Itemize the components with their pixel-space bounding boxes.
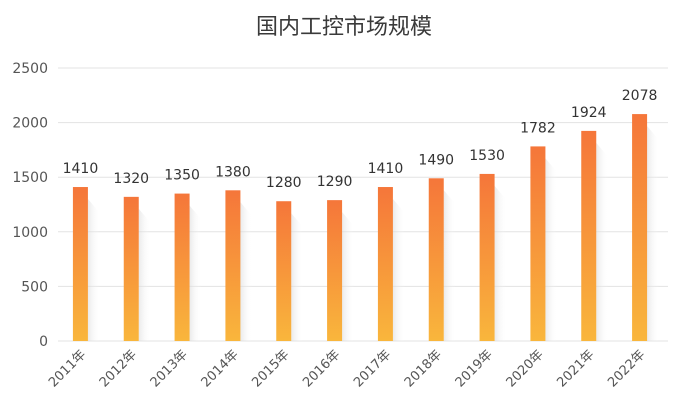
x-tick-label: 2019年 xyxy=(453,347,496,390)
bar-shadow xyxy=(392,199,405,341)
bar xyxy=(377,187,393,341)
x-tick-label: 2017年 xyxy=(351,347,394,390)
data-label: 1280 xyxy=(266,175,302,191)
bar xyxy=(428,178,444,341)
bar-shadow xyxy=(545,158,558,341)
x-tick-label: 2018年 xyxy=(402,347,445,390)
bar xyxy=(276,201,292,341)
data-label: 1530 xyxy=(469,148,505,164)
data-label: 1380 xyxy=(215,164,251,180)
data-label: 1410 xyxy=(368,161,404,177)
data-label: 2078 xyxy=(622,88,658,104)
bar-shadow xyxy=(138,208,151,341)
x-tick-label: 2015年 xyxy=(249,347,292,390)
y-axis-ticks: 0 500 1000 1500 2000 2500 xyxy=(12,61,48,350)
y-tick-label: 2500 xyxy=(12,61,48,77)
data-label: 1320 xyxy=(113,171,149,187)
x-tick-label: 2016年 xyxy=(300,347,343,390)
x-tick-label: 2013年 xyxy=(148,347,191,390)
value-labels: 1410 1320 1350 1380 1280 1290 1410 1490 1530 1782… xyxy=(63,88,658,191)
bar xyxy=(225,190,241,341)
bar xyxy=(174,193,190,341)
grid-lines xyxy=(58,67,668,342)
bar xyxy=(632,114,648,341)
x-tick-label: 2021年 xyxy=(554,347,597,390)
bar-shadow xyxy=(596,142,609,341)
bar xyxy=(479,173,495,341)
data-label: 1350 xyxy=(164,168,200,184)
y-tick-label: 1500 xyxy=(12,170,48,186)
data-label: 1490 xyxy=(418,152,454,168)
y-tick-label: 2000 xyxy=(12,116,48,132)
y-tick-label: 0 xyxy=(39,334,48,350)
x-tick-label: 2012年 xyxy=(97,347,140,390)
bar-shadow xyxy=(189,205,202,341)
bar-shadow xyxy=(494,185,507,341)
x-axis-ticks: 2011年 2012年 2013年 2014年 2015年 2016年 2017年 2018年… xyxy=(46,347,648,390)
x-tick-label: 2020年 xyxy=(504,347,547,390)
bars xyxy=(72,114,660,341)
bar xyxy=(530,146,546,341)
bar-shadow xyxy=(87,199,100,341)
data-label: 1924 xyxy=(571,105,607,121)
bar-shadow xyxy=(342,212,355,341)
y-tick-label: 500 xyxy=(21,279,48,295)
bar xyxy=(581,130,597,341)
data-label: 1782 xyxy=(520,120,556,136)
y-tick-label: 1000 xyxy=(12,225,48,241)
bar-shadow xyxy=(240,202,253,341)
bar xyxy=(327,200,343,341)
bar-shadow xyxy=(291,213,304,341)
chart-title: 国内工控市场规模 xyxy=(256,15,432,40)
bar-shadow xyxy=(647,126,660,341)
x-tick-label: 2022年 xyxy=(605,347,648,390)
x-tick-label: 2014年 xyxy=(199,347,242,390)
bar xyxy=(72,187,88,341)
bar-shadow xyxy=(443,190,456,341)
data-label: 1290 xyxy=(317,174,353,190)
bar xyxy=(123,196,139,341)
data-label: 1410 xyxy=(63,161,99,177)
x-tick-label: 2011年 xyxy=(46,347,89,390)
